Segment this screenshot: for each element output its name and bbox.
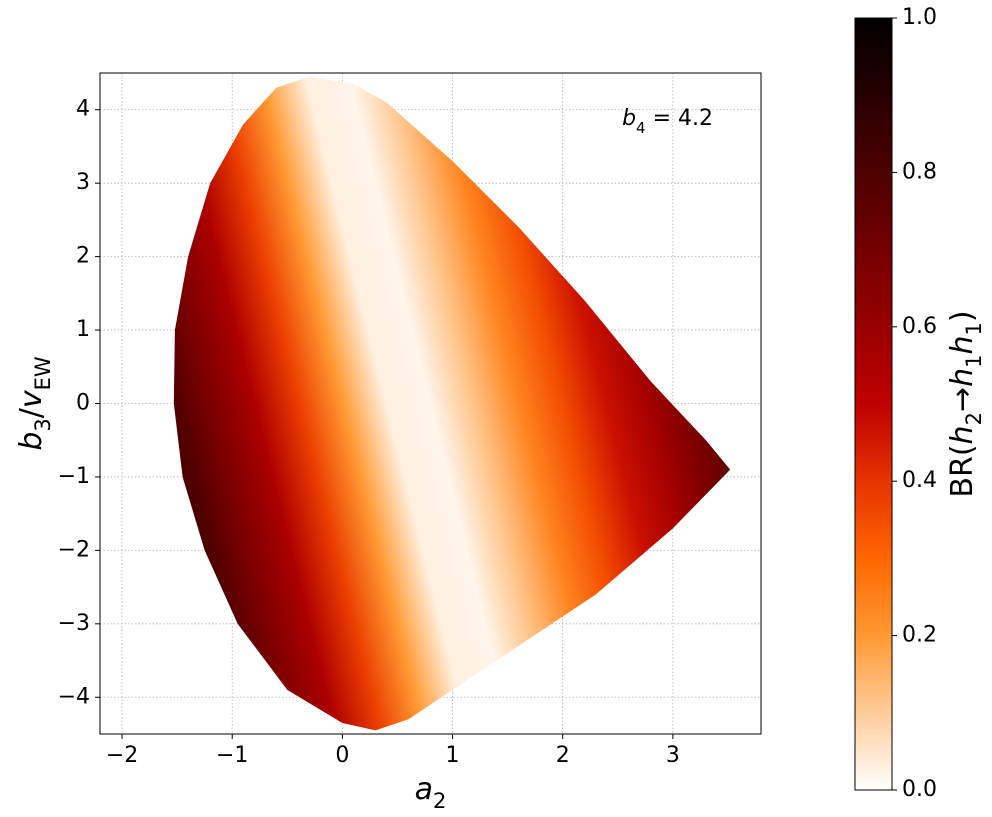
label-part: EW <box>31 356 55 390</box>
label-part: 2 <box>962 412 986 425</box>
label-part: 1 <box>962 322 986 335</box>
x-axis-label: a2 <box>415 772 447 814</box>
y-tick-label: 4 <box>76 97 90 122</box>
label-part: 1 <box>962 355 986 368</box>
label-part: a <box>415 772 433 807</box>
colorbar-tick-label: 1.0 <box>902 5 937 30</box>
label-part: → <box>945 387 980 412</box>
y-tick-label: −2 <box>58 537 90 562</box>
y-axis-label: b3/vEW <box>14 356 56 451</box>
y-tick-label: 2 <box>76 244 90 269</box>
label-part: h <box>945 368 980 387</box>
label-part: = 4.2 <box>646 106 713 131</box>
label-part: 3 <box>31 418 55 431</box>
colorbar-tick-label: 0.8 <box>902 159 937 184</box>
colorbar-tick-label: 0.6 <box>902 314 937 339</box>
label-part: v <box>14 389 49 408</box>
colorbar-tick-label: 0.4 <box>902 468 937 493</box>
label-part: 4 <box>636 119 646 137</box>
label-part: b <box>14 432 49 451</box>
colorbar-tick-label: 0.0 <box>902 777 937 802</box>
y-tick-label: −4 <box>58 684 90 709</box>
colorbar <box>854 17 893 791</box>
label-part: h <box>945 425 980 444</box>
plot-frame <box>99 72 762 735</box>
y-tick-label: −3 <box>58 611 90 636</box>
y-tick-label: 3 <box>76 170 90 195</box>
x-tick-label: 1 <box>446 743 460 768</box>
y-tick-label: 1 <box>76 317 90 342</box>
x-tick-label: 2 <box>556 743 570 768</box>
label-part: ) <box>945 310 980 322</box>
label-part: b <box>622 106 636 131</box>
x-tick-label: −2 <box>106 743 138 768</box>
colorbar-label: BR(h2→h1h1) <box>945 310 987 497</box>
x-tick-label: 0 <box>335 743 349 768</box>
x-tick-label: 3 <box>666 743 680 768</box>
y-tick-label: −1 <box>58 464 90 489</box>
label-part: h <box>945 336 980 355</box>
y-tick-label: 0 <box>76 391 90 416</box>
annotation: b4 = 4.2 <box>622 106 713 137</box>
label-part: / <box>14 407 49 418</box>
colorbar-tick-label: 0.2 <box>902 623 937 648</box>
region <box>173 76 731 731</box>
label-part: 2 <box>433 789 446 813</box>
label-part: BR( <box>945 444 980 497</box>
x-tick-label: −1 <box>216 743 248 768</box>
